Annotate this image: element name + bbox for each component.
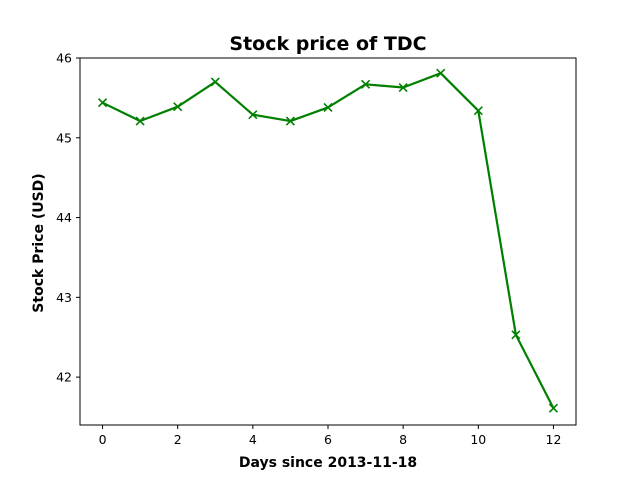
series-line bbox=[101, 72, 555, 410]
x-tick-label: 8 bbox=[399, 432, 407, 447]
data-point-marker bbox=[548, 403, 559, 413]
plot-frame bbox=[79, 57, 577, 426]
x-tick-label: 10 bbox=[470, 432, 486, 447]
x-axis-label: Days since 2013-11-18 bbox=[239, 455, 417, 471]
y-tick-label: 42 bbox=[56, 370, 72, 385]
x-tick-label: 6 bbox=[324, 432, 332, 447]
data-point-marker bbox=[398, 82, 408, 93]
data-point-marker bbox=[210, 77, 220, 87]
data-point-marker bbox=[97, 98, 108, 108]
marker-stroke bbox=[210, 77, 220, 87]
marker-stroke bbox=[323, 102, 333, 113]
data-point-marker bbox=[173, 102, 183, 112]
marker-stroke bbox=[97, 98, 108, 108]
y-tick-label: 44 bbox=[56, 210, 72, 225]
marker-stroke bbox=[398, 82, 408, 93]
marker-stroke bbox=[248, 110, 258, 120]
x-tick-label: 4 bbox=[249, 432, 257, 447]
x-tick-label: 12 bbox=[546, 432, 562, 447]
marker-stroke bbox=[361, 79, 371, 89]
marker-stroke bbox=[436, 68, 446, 78]
y-axis-label: Stock Price (USD) bbox=[31, 173, 47, 312]
data-point-marker bbox=[361, 79, 371, 89]
x-tick-label: 0 bbox=[99, 432, 107, 447]
data-point-marker bbox=[511, 330, 521, 340]
data-point-marker bbox=[473, 106, 483, 116]
x-tick-label: 2 bbox=[174, 432, 182, 447]
y-tick-label: 45 bbox=[56, 130, 72, 145]
data-point-marker bbox=[135, 116, 145, 126]
marker-stroke bbox=[135, 116, 145, 126]
marker-stroke bbox=[473, 106, 483, 116]
data-point-marker bbox=[285, 116, 295, 126]
marker-stroke bbox=[511, 330, 521, 340]
data-point-marker bbox=[323, 102, 333, 113]
data-point-marker bbox=[436, 68, 446, 78]
marker-stroke bbox=[548, 403, 559, 413]
y-tick-label: 43 bbox=[56, 290, 72, 305]
y-tick-label: 46 bbox=[56, 51, 72, 66]
data-point-marker bbox=[248, 110, 258, 120]
marker-stroke bbox=[173, 102, 183, 112]
marker-stroke bbox=[285, 116, 295, 126]
chart-title: Stock price of TDC bbox=[229, 33, 426, 55]
